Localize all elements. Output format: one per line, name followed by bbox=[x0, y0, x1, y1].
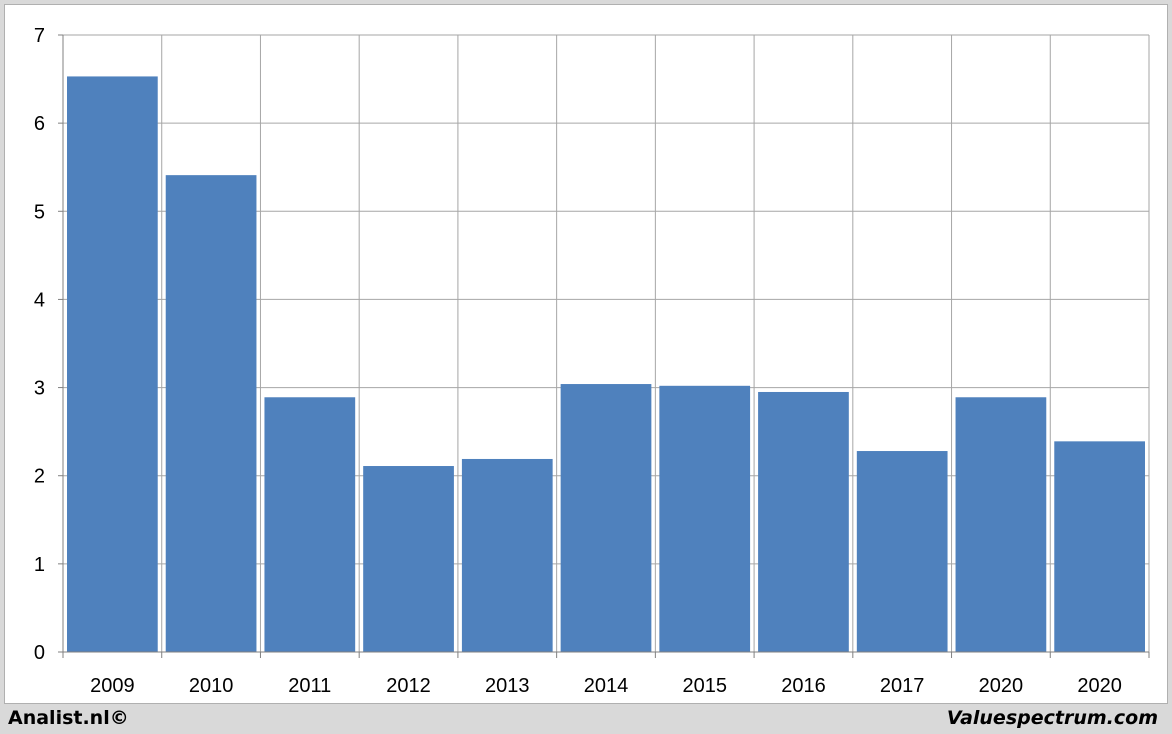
bar-2009-0 bbox=[67, 76, 158, 653]
x-tick-label: 2010 bbox=[189, 675, 234, 697]
y-tick-label: 2 bbox=[34, 466, 45, 488]
y-tick-label: 6 bbox=[34, 113, 45, 135]
x-tick-label: 2009 bbox=[90, 675, 135, 697]
bar-2014-5 bbox=[560, 384, 652, 652]
x-tick-label: 2020 bbox=[979, 675, 1024, 697]
bar-2013-4 bbox=[461, 458, 553, 652]
bar-2011-2 bbox=[264, 397, 356, 652]
bar-2010-1 bbox=[165, 175, 257, 652]
y-tick-label: 0 bbox=[34, 642, 45, 664]
axes bbox=[58, 34, 1150, 658]
x-tick-label: 2017 bbox=[880, 675, 925, 697]
y-tick-label: 3 bbox=[34, 378, 45, 400]
x-tick-label: 2015 bbox=[682, 675, 727, 697]
x-tick-label: 2013 bbox=[485, 675, 530, 697]
tick-labels: 0 1 2 3 4 5 6 7 2009 2010 2011 2012 2013 2014 2015 2016… bbox=[34, 25, 1122, 697]
x-tick-label: 2011 bbox=[288, 675, 331, 697]
x-tick-label: 2020 bbox=[1077, 675, 1122, 697]
x-tick-label: 2016 bbox=[781, 675, 826, 697]
y-tick-label: 4 bbox=[34, 289, 45, 311]
bar-2016-7 bbox=[758, 391, 849, 652]
bar-2020-10 bbox=[1054, 441, 1145, 652]
bar-2017-8 bbox=[856, 451, 948, 652]
gridlines bbox=[63, 34, 1150, 652]
x-tick-label: 2014 bbox=[584, 675, 629, 697]
x-tick-label: 2012 bbox=[386, 675, 431, 697]
bar-2015-6 bbox=[659, 385, 751, 652]
footer-source-right: Valuespectrum.com bbox=[946, 707, 1158, 729]
y-tick-label: 1 bbox=[34, 554, 45, 576]
y-tick-label: 7 bbox=[34, 25, 45, 47]
bar-2020-9 bbox=[955, 397, 1047, 652]
bars bbox=[67, 76, 1145, 653]
y-tick-label: 5 bbox=[34, 201, 45, 223]
chart-panel: 0 1 2 3 4 5 6 7 2009 2010 2011 2012 2013 2014 2015 2016… bbox=[4, 4, 1168, 704]
bar-2012-3 bbox=[363, 466, 454, 652]
bar-chart: 0 1 2 3 4 5 6 7 2009 2010 2011 2012 2013 2014 2015 2016… bbox=[34, 25, 1150, 697]
footer-source-left: Analist.nl© bbox=[8, 707, 129, 729]
